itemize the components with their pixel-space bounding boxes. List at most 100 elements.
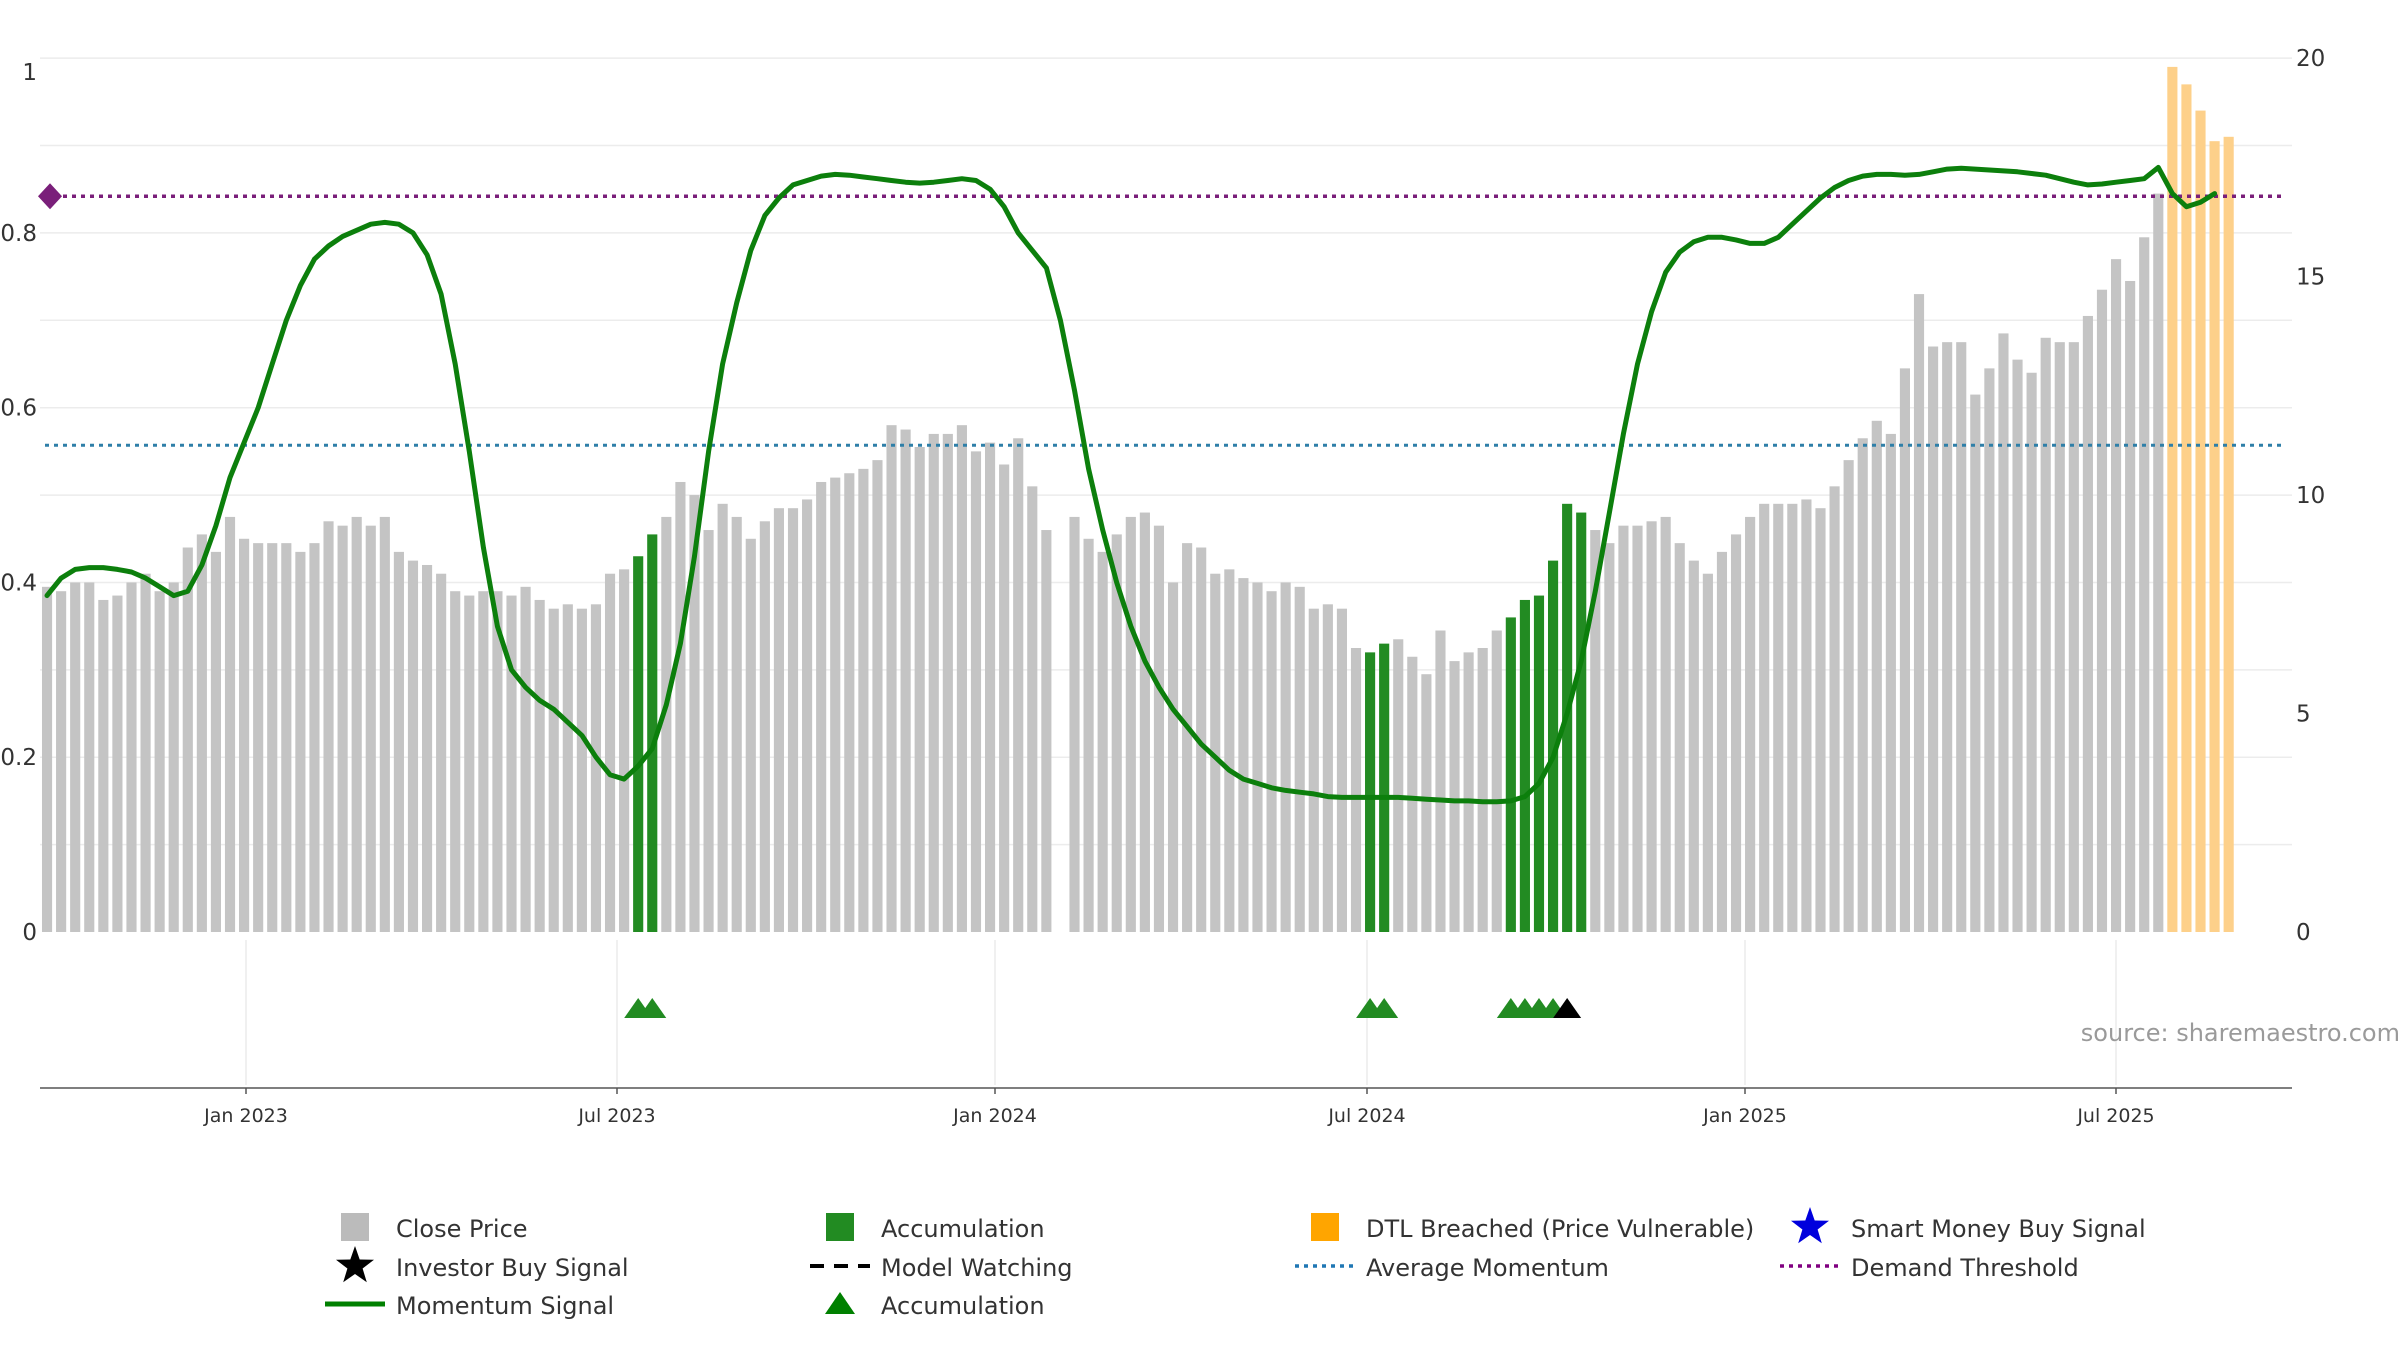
legend-item: Smart Money Buy Signal — [1791, 1207, 2146, 1244]
price-bars — [41, 66, 2234, 933]
price-bar — [717, 503, 728, 932]
price-bar — [703, 530, 714, 932]
price-bar — [2054, 342, 2065, 933]
y-right-tick-label: 10 — [2296, 483, 2325, 509]
price-bar — [1196, 547, 1207, 932]
y-right-tick-label: 15 — [2296, 265, 2325, 291]
price-bar — [1618, 525, 1629, 932]
price-bar — [351, 516, 362, 932]
price-bar — [450, 591, 461, 932]
price-bar — [731, 516, 742, 932]
price-bar — [1463, 652, 1474, 932]
price-bar — [745, 538, 756, 932]
price-bar — [872, 460, 883, 932]
price-bar — [1041, 530, 1052, 932]
price-bar — [689, 495, 700, 932]
legend: Close Price Accumulation DTL Breached (Pri… — [325, 1207, 2146, 1320]
price-bar — [1702, 573, 1713, 932]
accumulation-bar — [1505, 617, 1516, 932]
legend-label: Model Watching — [881, 1254, 1073, 1282]
price-bar — [253, 543, 264, 932]
legend-item: Model Watching — [810, 1254, 1073, 1282]
price-bar — [154, 591, 165, 932]
price-bar — [1153, 525, 1165, 932]
price-bar — [2153, 193, 2164, 933]
price-bar — [1069, 516, 1080, 932]
legend-item: Momentum Signal — [325, 1292, 614, 1320]
price-bar — [1829, 486, 1840, 932]
price-bar — [464, 595, 475, 932]
price-bar — [1843, 460, 1854, 932]
dtl-breached-bar — [2181, 84, 2192, 932]
price-bar — [2139, 237, 2150, 933]
price-bar — [759, 521, 770, 932]
price-bar — [1238, 578, 1249, 932]
legend-label: Accumulation — [881, 1292, 1045, 1320]
price-bar — [41, 586, 53, 932]
price-bar — [393, 551, 404, 932]
price-bar — [421, 564, 433, 932]
price-bar — [928, 433, 939, 932]
price-bar — [900, 429, 911, 932]
price-bar — [1590, 530, 1601, 932]
price-bar — [1815, 508, 1826, 932]
price-bar — [323, 521, 334, 932]
price-bar — [999, 464, 1010, 932]
price-bar — [1491, 630, 1502, 932]
accumulation-bar — [1365, 652, 1376, 932]
price-bar — [1252, 582, 1263, 932]
price-bar — [886, 425, 897, 932]
price-bar — [1928, 346, 1939, 932]
legend-triangle-icon — [825, 1292, 855, 1314]
price-bar — [506, 595, 517, 932]
price-bar — [365, 525, 376, 932]
price-bar — [1773, 503, 1784, 932]
investor-buy-triangle — [1553, 998, 1582, 1018]
price-bar — [295, 551, 306, 932]
legend-item: DTL Breached (Price Vulnerable) — [1311, 1213, 1754, 1243]
price-bar — [858, 468, 869, 932]
price-bar — [1913, 294, 1925, 933]
reference-lines — [38, 183, 2284, 447]
price-bar — [1308, 608, 1319, 932]
price-bar — [1745, 516, 1756, 932]
price-bar — [1322, 604, 1333, 932]
price-bar — [2110, 259, 2122, 933]
price-bar — [1660, 516, 1671, 932]
y-left-tick-label: 1 — [22, 60, 37, 86]
price-bar — [1350, 648, 1362, 932]
price-bar — [112, 595, 123, 932]
dtl-breached-bar — [2195, 110, 2206, 933]
price-bar — [267, 543, 278, 932]
price-bar — [970, 451, 982, 932]
legend-item: Average Momentum — [1295, 1254, 1609, 1282]
price-bar — [802, 499, 813, 932]
price-bar — [140, 573, 151, 932]
price-bar — [224, 516, 236, 932]
legend-swatch — [826, 1213, 854, 1241]
price-bar — [1167, 582, 1179, 932]
price-bar — [1027, 486, 1038, 932]
price-bar — [337, 525, 348, 932]
price-bar — [210, 551, 222, 932]
accumulation-triangle — [638, 998, 667, 1018]
price-bar — [2026, 372, 2037, 932]
price-bar — [604, 573, 616, 932]
price-bar — [2012, 359, 2023, 933]
dtl-breached-bar — [2209, 141, 2220, 932]
price-bar — [844, 473, 855, 932]
x-tick-label: Jan 2024 — [952, 1105, 1037, 1127]
price-bar — [1942, 342, 1953, 933]
price-bar — [182, 547, 193, 932]
price-bar — [1083, 538, 1094, 932]
price-bar — [984, 442, 996, 932]
legend-star-icon — [336, 1246, 374, 1283]
price-bar — [1730, 534, 1742, 932]
price-bar — [1280, 582, 1291, 932]
price-bar — [1266, 591, 1277, 932]
price-bar — [1857, 438, 1868, 932]
price-bar — [2040, 337, 2051, 932]
x-tick-label: Jan 2025 — [1702, 1105, 1787, 1127]
